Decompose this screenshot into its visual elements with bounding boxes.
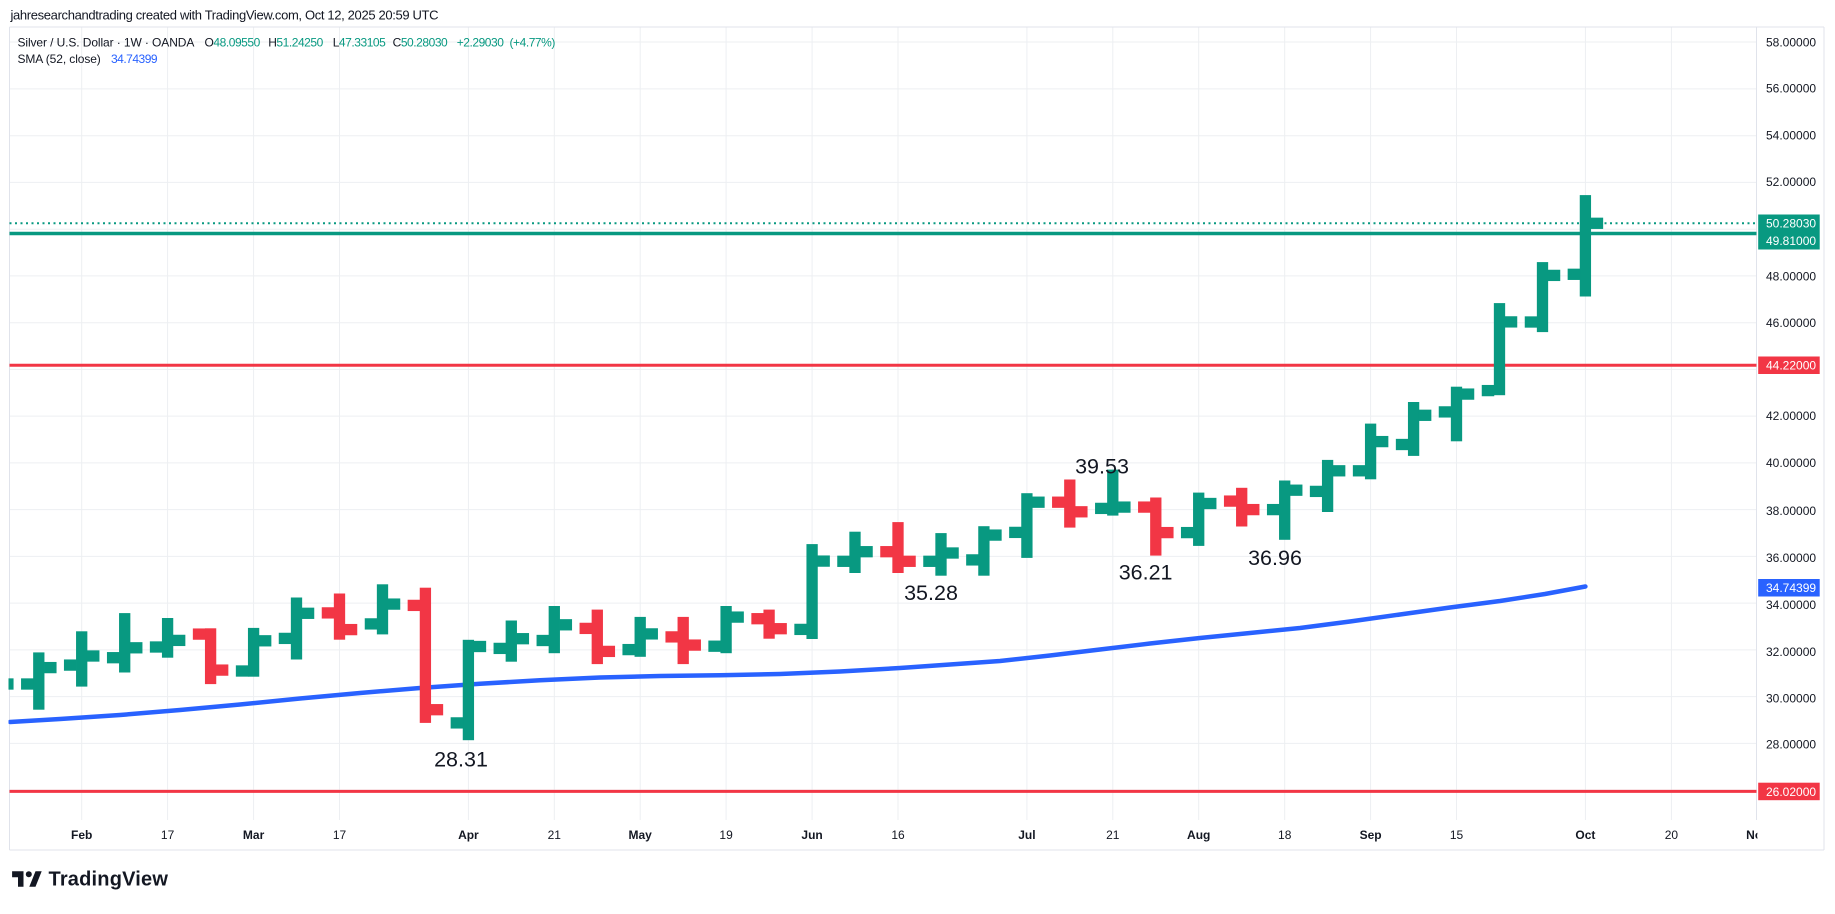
svg-text:16: 16	[891, 828, 905, 842]
svg-text:38.00000: 38.00000	[1766, 504, 1816, 518]
svg-text:50.28030: 50.28030	[1766, 217, 1816, 231]
svg-text:28.31: 28.31	[434, 748, 488, 772]
svg-text:Jun: Jun	[801, 828, 822, 842]
svg-text:58.00000: 58.00000	[1766, 36, 1816, 50]
svg-text:TradingView: TradingView	[49, 868, 169, 890]
svg-text:34.74399: 34.74399	[111, 52, 158, 66]
svg-text:May: May	[629, 828, 653, 842]
svg-text:Oct: Oct	[1575, 828, 1595, 842]
svg-text:17: 17	[333, 828, 347, 842]
svg-text:(+4.77%): (+4.77%)	[510, 35, 556, 49]
svg-text:Nov: Nov	[1746, 828, 1769, 842]
svg-text:44.22000: 44.22000	[1766, 359, 1816, 373]
svg-text:49.81000: 49.81000	[1766, 234, 1816, 248]
svg-text:+2.29030: +2.29030	[457, 35, 505, 49]
svg-text:26.02000: 26.02000	[1766, 785, 1816, 799]
svg-text:Jul: Jul	[1018, 828, 1035, 842]
svg-text:Silver / U.S. Dollar · 1W · OA: Silver / U.S. Dollar · 1W · OANDA	[18, 35, 195, 49]
svg-text:32.00000: 32.00000	[1766, 645, 1816, 659]
svg-text:O48.09550: O48.09550	[205, 35, 261, 49]
svg-text:Aug: Aug	[1187, 828, 1210, 842]
svg-text:Sep: Sep	[1360, 828, 1382, 842]
svg-text:36.96: 36.96	[1248, 546, 1302, 570]
svg-text:19: 19	[719, 828, 733, 842]
svg-text:15: 15	[1450, 828, 1464, 842]
svg-text:40.00000: 40.00000	[1766, 456, 1816, 470]
svg-text:35.28: 35.28	[904, 581, 958, 605]
svg-text:48.00000: 48.00000	[1766, 269, 1816, 283]
svg-text:36.21: 36.21	[1119, 560, 1173, 584]
svg-text:jahresearchandtrading created: jahresearchandtrading created with Tradi…	[10, 8, 439, 23]
svg-text:34.00000: 34.00000	[1766, 598, 1816, 612]
svg-text:20: 20	[1665, 828, 1679, 842]
svg-text:52.00000: 52.00000	[1766, 175, 1816, 189]
svg-text:42.00000: 42.00000	[1766, 409, 1816, 423]
svg-text:21: 21	[1106, 828, 1120, 842]
svg-text:C50.28030: C50.28030	[393, 35, 448, 49]
svg-text:46.00000: 46.00000	[1766, 316, 1816, 330]
svg-text:34.74399: 34.74399	[1766, 581, 1816, 595]
svg-text:28.00000: 28.00000	[1766, 738, 1816, 752]
svg-text:SMA (52, close): SMA (52, close)	[18, 52, 101, 66]
svg-text:L47.33105: L47.33105	[333, 35, 386, 49]
svg-text:Feb: Feb	[71, 828, 92, 842]
svg-text:Mar: Mar	[243, 828, 265, 842]
svg-text:39.53: 39.53	[1075, 455, 1129, 479]
svg-text:54.00000: 54.00000	[1766, 129, 1816, 143]
svg-text:18: 18	[1278, 828, 1292, 842]
svg-text:21: 21	[548, 828, 562, 842]
svg-text:56.00000: 56.00000	[1766, 82, 1816, 96]
svg-text:17: 17	[161, 828, 175, 842]
svg-text:36.00000: 36.00000	[1766, 551, 1816, 565]
svg-text:H51.24250: H51.24250	[268, 35, 323, 49]
svg-text:30.00000: 30.00000	[1766, 691, 1816, 705]
svg-text:Apr: Apr	[458, 828, 479, 842]
